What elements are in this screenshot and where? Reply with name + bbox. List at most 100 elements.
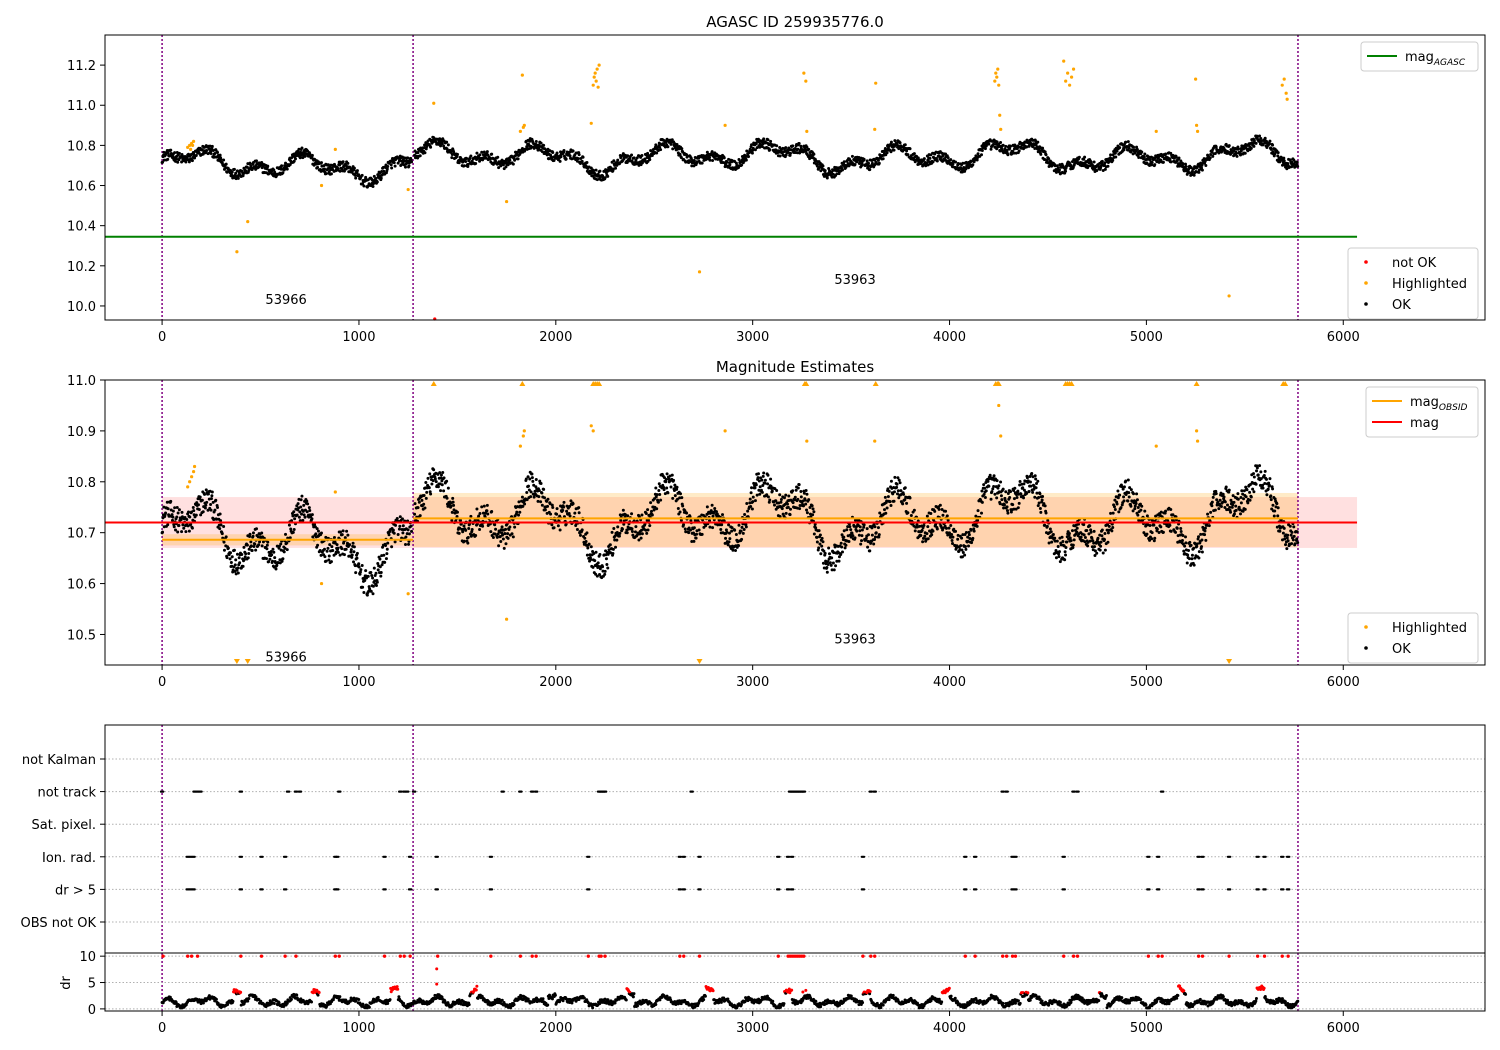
ok-point xyxy=(430,482,434,486)
ok-point xyxy=(1057,168,1061,172)
ok-point xyxy=(711,514,715,518)
ok-point xyxy=(293,157,297,161)
ok-point xyxy=(166,151,170,155)
ok-point xyxy=(608,543,612,547)
ok-point xyxy=(1204,164,1208,168)
ok-point xyxy=(397,527,401,531)
ok-point xyxy=(457,531,461,535)
ok-point xyxy=(882,508,886,512)
ok-point xyxy=(559,155,563,159)
ok-point xyxy=(1075,526,1079,530)
ok-point xyxy=(694,536,698,540)
top-y-tick-label: 10.0 xyxy=(67,300,96,315)
ok-point xyxy=(969,528,973,532)
top-x-tick-label: 4000 xyxy=(933,330,966,345)
ok-point xyxy=(353,564,357,568)
ok-point xyxy=(1009,144,1013,148)
ok-point xyxy=(431,479,435,483)
highlighted-point xyxy=(520,73,524,77)
ok-point xyxy=(889,479,893,483)
ok-point xyxy=(1169,160,1173,164)
ok-point xyxy=(1011,503,1015,507)
ok-point xyxy=(482,150,486,154)
top-y-tick-label: 10.2 xyxy=(67,260,96,275)
ok-point xyxy=(573,511,577,515)
ok-point xyxy=(540,503,544,507)
ok-point xyxy=(170,518,174,522)
ok-point xyxy=(1036,479,1040,483)
ok-point xyxy=(191,506,195,510)
highlighted-point xyxy=(874,81,878,85)
ok-point xyxy=(243,555,247,559)
ok-point xyxy=(209,152,213,156)
ok-point xyxy=(1006,153,1010,157)
ok-point xyxy=(293,517,297,521)
ok-point xyxy=(241,174,245,178)
ok-point xyxy=(1115,149,1119,153)
ok-point xyxy=(418,514,422,518)
ok-point xyxy=(737,158,741,162)
ok-point xyxy=(1106,164,1110,168)
ok-point xyxy=(174,528,178,532)
ok-point xyxy=(252,545,256,549)
highlighted-point xyxy=(592,75,596,79)
ok-point xyxy=(1131,509,1135,513)
ok-point xyxy=(963,545,967,549)
ok-point xyxy=(469,154,473,158)
ok-point xyxy=(586,546,590,550)
ok-point xyxy=(1111,158,1115,162)
ok-point xyxy=(626,514,630,518)
ok-point xyxy=(901,502,905,506)
ok-point xyxy=(1136,506,1140,510)
ok-point xyxy=(1114,155,1118,159)
ok-point xyxy=(205,148,209,152)
ok-point xyxy=(961,533,965,537)
ok-point xyxy=(222,524,226,528)
ok-point xyxy=(845,528,849,532)
ok-point xyxy=(550,523,554,527)
ok-point xyxy=(1079,535,1083,539)
ok-point xyxy=(675,143,679,147)
ok-point xyxy=(416,151,420,155)
ok-point xyxy=(613,538,617,542)
ok-point xyxy=(338,169,342,173)
ok-point xyxy=(1258,134,1262,138)
ok-point xyxy=(987,484,991,488)
ok-point xyxy=(539,500,543,504)
ok-point xyxy=(180,160,184,164)
ok-point xyxy=(345,541,349,545)
ok-point xyxy=(513,525,517,529)
ok-point xyxy=(780,507,784,511)
ok-point xyxy=(893,139,897,143)
highlighted-point xyxy=(504,199,509,204)
ok-point xyxy=(889,140,893,144)
ok-point xyxy=(1103,531,1107,535)
ok-point xyxy=(659,148,663,152)
ok-point xyxy=(925,514,929,518)
ok-point xyxy=(898,141,902,145)
ok-point xyxy=(949,523,953,527)
ok-point xyxy=(374,571,378,575)
ok-point xyxy=(1190,169,1194,173)
ok-point xyxy=(503,532,507,536)
ok-point xyxy=(346,533,350,537)
top-y-tick-label: 11.0 xyxy=(67,99,96,114)
highlighted-point xyxy=(319,183,324,188)
ok-point xyxy=(489,530,493,534)
ok-point xyxy=(501,533,505,537)
ok-point xyxy=(1229,152,1233,156)
ok-point xyxy=(963,169,967,173)
ok-point xyxy=(895,141,899,145)
ok-point xyxy=(743,512,747,516)
ok-point xyxy=(919,534,923,538)
ok-point xyxy=(876,526,880,530)
ok-point xyxy=(474,534,478,538)
ok-point xyxy=(498,534,502,538)
ok-point xyxy=(379,571,383,575)
ok-point xyxy=(868,168,872,172)
ok-point xyxy=(575,528,579,532)
ok-point xyxy=(326,546,330,550)
ok-point xyxy=(504,542,508,546)
ok-point xyxy=(1235,154,1239,158)
